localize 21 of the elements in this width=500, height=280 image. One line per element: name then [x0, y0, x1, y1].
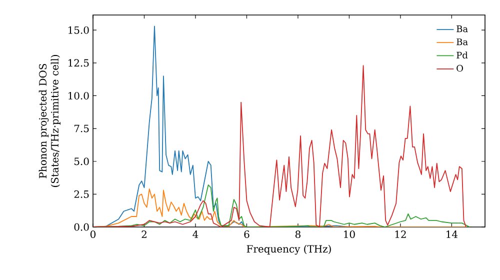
x-tick-label: 14 [446, 230, 458, 238]
legend-label: O [456, 64, 463, 72]
y-tick-label: 10.0 [68, 92, 89, 100]
y-tick-label: 7.5 [74, 124, 89, 132]
y-axis-title: Phonon projected DOS (States/THz·primitive cell) [38, 55, 60, 187]
y-tick-label: 12.5 [68, 59, 89, 67]
x-axis-title: Frequency (THz) [246, 244, 331, 255]
legend-label: Pd [456, 52, 468, 59]
y-tick-label: 5.0 [74, 158, 89, 166]
y-tick-label: 15.0 [68, 26, 89, 34]
x-tick-label: 0 [90, 230, 96, 238]
legend-label: Ba [456, 38, 468, 46]
x-tick-label: 8 [295, 230, 300, 238]
x-tick-label: 4 [192, 230, 198, 238]
x-tick-label: 6 [244, 230, 250, 238]
x-tick-label: 2 [142, 230, 146, 238]
legend-label: Ba [456, 26, 468, 32]
x-tick-label: 12 [395, 230, 406, 238]
y-tick-label: 0.0 [74, 223, 89, 231]
y-tick-label: 2.5 [74, 190, 89, 198]
x-tick-label: 10 [344, 230, 355, 238]
